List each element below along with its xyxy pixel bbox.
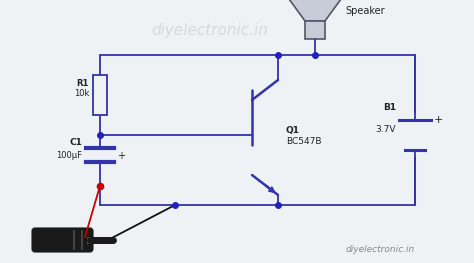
Text: C1: C1 xyxy=(69,138,82,147)
Text: 100μF: 100μF xyxy=(56,151,82,160)
Polygon shape xyxy=(289,0,341,21)
Text: diyelectronic.in: diyelectronic.in xyxy=(152,23,268,38)
Text: +: + xyxy=(434,115,443,125)
Text: BC547B: BC547B xyxy=(286,138,321,146)
Text: Q1: Q1 xyxy=(286,125,300,134)
Text: R1: R1 xyxy=(77,79,89,88)
Text: 10k: 10k xyxy=(73,89,89,98)
FancyBboxPatch shape xyxy=(32,228,93,252)
Text: +: + xyxy=(117,151,125,161)
Bar xyxy=(93,75,107,115)
Bar xyxy=(305,21,325,39)
Text: 3.7V: 3.7V xyxy=(375,125,396,134)
Text: diyelectronic.in: diyelectronic.in xyxy=(346,245,415,255)
Text: Speaker: Speaker xyxy=(345,6,384,16)
Text: B1: B1 xyxy=(383,103,396,112)
